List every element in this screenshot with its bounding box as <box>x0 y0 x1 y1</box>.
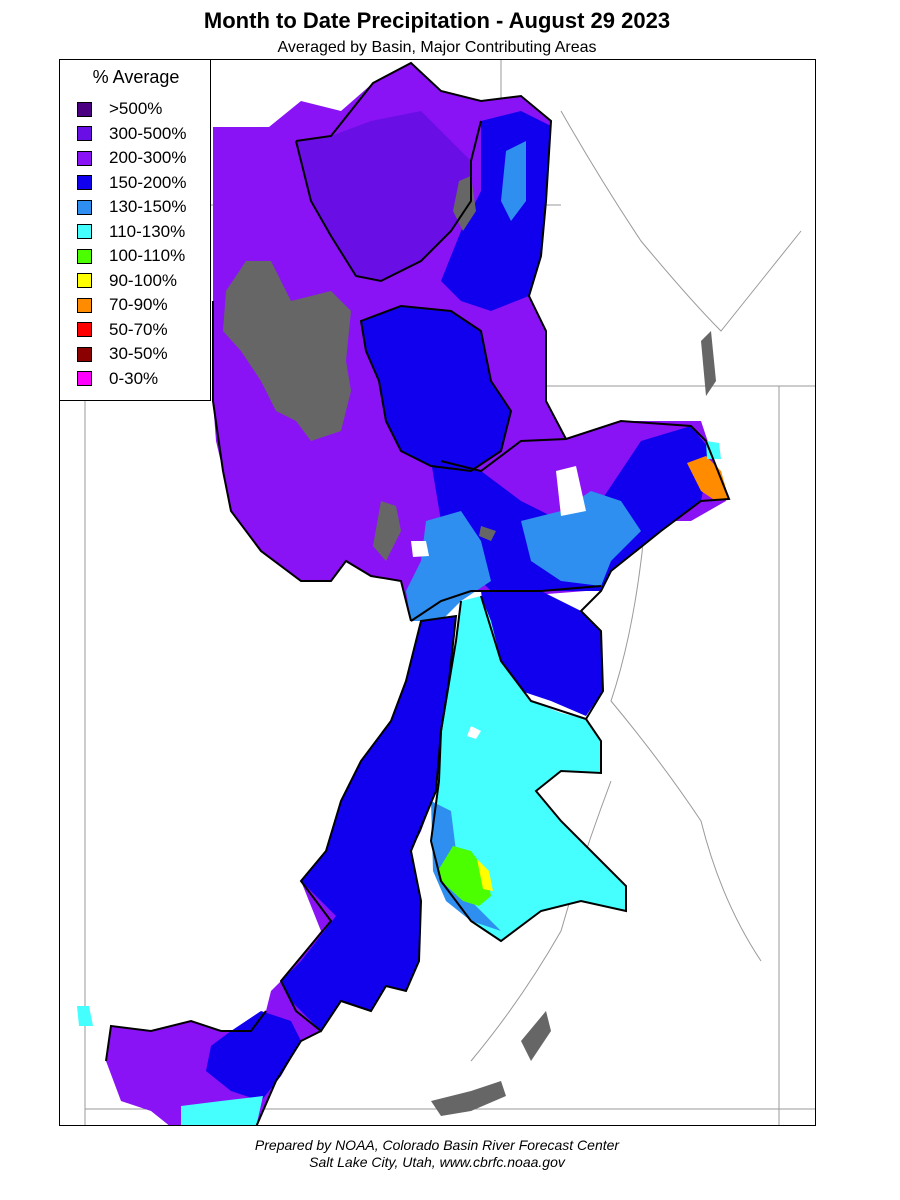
no-data-areas <box>223 176 496 561</box>
legend-item: 110-130% <box>77 222 185 242</box>
legend-swatch <box>77 273 92 288</box>
reservoir <box>431 1081 506 1116</box>
basin-region-150-200 <box>361 306 511 471</box>
blank-area <box>556 466 586 516</box>
legend-label: >500% <box>109 99 163 118</box>
basin-region-150-200 <box>481 591 603 716</box>
basin-outline <box>440 419 731 720</box>
map-title: Month to Date Precipitation - August 29 … <box>203 8 671 33</box>
legend-label: 90-100% <box>109 270 178 290</box>
legend: % Average >500% 300-500% 200-300% 150-200% 1… <box>59 59 211 401</box>
legend-swatch <box>77 322 92 337</box>
blank-area <box>411 541 429 557</box>
reservoir <box>521 1011 551 1061</box>
basin-region-150-200 <box>281 616 456 1031</box>
legend-item: 70-90% <box>77 295 168 315</box>
basin-region-90-100 <box>477 859 493 891</box>
legend-swatch <box>77 150 92 166</box>
map-subtitle: Averaged by Basin, Major Contributing Ar… <box>277 39 597 56</box>
map-area[interactable] <box>59 59 816 1126</box>
legend-label: 300-500% <box>109 123 187 143</box>
legend-item: 30-50% <box>77 344 168 364</box>
legend-label: 70-90% <box>109 295 168 314</box>
legend-swatch <box>77 126 92 141</box>
river-line <box>560 110 802 332</box>
basin-outline <box>429 595 627 943</box>
legend-label: 0-30% <box>109 368 159 388</box>
legend-item: 200-300% <box>77 148 187 168</box>
basin-outline <box>255 1030 322 1125</box>
legend-label: 110-130% <box>109 221 186 241</box>
basin-outlines <box>105 61 731 1125</box>
legend-label: 50-70% <box>109 319 168 339</box>
no-data-area <box>223 261 351 441</box>
basin-region-150-200 <box>431 426 711 591</box>
basin-region-300-500 <box>296 111 471 281</box>
basin-outline <box>279 614 458 1033</box>
basin-region-130-150 <box>521 491 641 586</box>
no-data-area <box>373 501 401 561</box>
legend-label: 30-50% <box>109 344 168 363</box>
legend-title: % Average <box>92 67 180 87</box>
legend-swatch <box>77 248 92 264</box>
legend-swatch <box>77 175 92 190</box>
basin-outline <box>105 1010 267 1062</box>
basin-region-110-130 <box>77 1006 93 1026</box>
basin-region-130-150 <box>501 141 526 221</box>
basin-outline <box>295 61 567 440</box>
legend-item: 90-100% <box>77 271 177 291</box>
legend-swatch <box>77 199 92 215</box>
no-data-area <box>479 526 496 541</box>
blank-area <box>467 726 481 739</box>
legend-item: 0-30% <box>77 369 158 389</box>
legend-item: 300-500% <box>77 124 187 144</box>
basin-region-110-130 <box>431 596 626 941</box>
basin-region-110-130 <box>706 441 721 459</box>
white-holes <box>411 466 586 739</box>
river-line <box>470 780 612 1062</box>
basin-region-110-130 <box>181 1096 263 1125</box>
basin-outline <box>410 585 602 622</box>
legend-item: 130-150% <box>77 197 187 217</box>
basin-map <box>60 60 815 1125</box>
legend-label: 130-150% <box>109 197 187 216</box>
legend-item: 50-70% <box>77 320 168 340</box>
basin-outline <box>359 304 513 473</box>
legend-item: 100-110% <box>77 246 185 266</box>
basin-region-130-150 <box>431 801 501 931</box>
basin-region-130-150 <box>406 511 491 621</box>
legend-swatch <box>77 346 92 362</box>
reservoir <box>701 331 716 396</box>
basin-outline <box>295 120 482 283</box>
legend-swatch <box>77 297 92 313</box>
legend-label: 100-110% <box>109 246 186 265</box>
legend-label: 150-200% <box>109 172 187 192</box>
legend-swatch <box>77 101 92 117</box>
legend-label: 200-300% <box>109 148 187 167</box>
footer-line-2: Salt Lake City, Utah, www.cbrfc.noaa.gov <box>309 1154 565 1170</box>
legend-swatch <box>77 224 92 239</box>
reservoir-features <box>431 331 716 1116</box>
basin-outline <box>212 301 412 622</box>
basin-region-70-90 <box>687 456 729 501</box>
legend-swatch <box>77 371 92 386</box>
footer-line-1: Prepared by NOAA, Colorado Basin River F… <box>254 1137 620 1153</box>
legend-item: >500% <box>77 99 162 119</box>
legend-item: 150-200% <box>77 173 187 193</box>
